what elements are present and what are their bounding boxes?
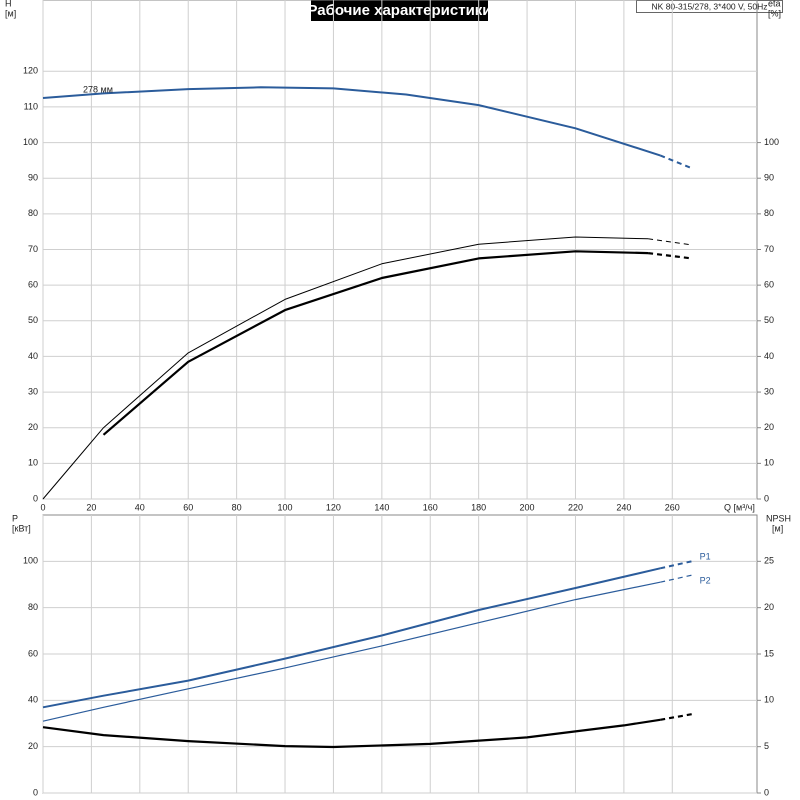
x-tick-label: 260 — [665, 502, 680, 512]
y2-tick-label: 20 — [764, 602, 774, 612]
y2-tick-label: 70 — [764, 244, 774, 254]
x-tick-label: 60 — [183, 502, 193, 512]
y-tick-label: 100 — [23, 556, 38, 566]
y2-axis-unit: [м] — [772, 523, 783, 533]
curve-label: P2 — [700, 576, 711, 586]
y2-axis-unit: [%] — [768, 8, 781, 18]
curve — [42, 86, 661, 157]
curve-label: P1 — [700, 552, 711, 562]
y-tick-label: 70 — [28, 244, 38, 254]
x-tick-label: 200 — [520, 502, 535, 512]
y2-tick-label: 40 — [764, 351, 774, 361]
y2-axis-label: NPSH — [766, 513, 791, 523]
y-axis-unit: [кВт] — [12, 523, 31, 533]
y-tick-label: 0 — [33, 493, 38, 503]
y2-tick-label: 5 — [764, 741, 769, 751]
y2-tick-label: 0 — [764, 787, 769, 797]
y2-tick-label: 0 — [764, 493, 769, 503]
x-tick-label: 220 — [568, 502, 583, 512]
x-tick-label: 120 — [326, 502, 341, 512]
y2-tick-label: 100 — [764, 137, 779, 147]
y2-tick-label: 25 — [764, 556, 774, 566]
y-tick-label: 50 — [28, 315, 38, 325]
x-tick-label: 180 — [471, 502, 486, 512]
curve — [660, 713, 692, 721]
curve — [42, 581, 661, 722]
y-tick-label: 20 — [28, 422, 38, 432]
y2-tick-label: 10 — [764, 458, 774, 468]
y-axis-label: P — [12, 513, 18, 523]
x-tick-label: 20 — [86, 502, 96, 512]
x-axis-label: Q [м³/ч] — [724, 502, 755, 512]
y-axis-label: H — [5, 0, 12, 8]
y-tick-label: 10 — [28, 458, 38, 468]
y-tick-label: 60 — [28, 648, 38, 658]
y-tick-label: 80 — [28, 602, 38, 612]
x-tick-label: 140 — [374, 502, 389, 512]
curve — [648, 238, 692, 246]
y-tick-label: 40 — [28, 695, 38, 705]
y-tick-label: 110 — [24, 101, 38, 111]
x-tick-label: 80 — [232, 502, 242, 512]
y2-tick-label: 80 — [764, 208, 774, 218]
x-tick-label: 100 — [278, 502, 293, 512]
y-tick-label: 20 — [28, 741, 38, 751]
curve — [647, 252, 692, 260]
y2-tick-label: 10 — [764, 695, 774, 705]
curve — [660, 574, 692, 583]
model-label: NK 80-315/278, 3*400 V, 50Hz — [652, 1, 768, 11]
y2-tick-label: 60 — [764, 280, 774, 290]
x-tick-label: 40 — [135, 502, 145, 512]
y-tick-label: 30 — [28, 386, 38, 396]
y-tick-label: 120 — [23, 66, 38, 76]
curve — [42, 236, 649, 500]
curve — [42, 718, 661, 749]
y-tick-label: 90 — [28, 173, 38, 183]
y2-tick-label: 15 — [764, 648, 774, 658]
curve — [42, 567, 661, 709]
y2-axis-label: eta — [768, 0, 781, 8]
y-tick-label: 60 — [28, 280, 38, 290]
y2-tick-label: 20 — [764, 422, 774, 432]
chart-title: Рабочие характеристики — [307, 2, 491, 19]
y-tick-label: 0 — [33, 787, 38, 797]
x-tick-label: 160 — [423, 502, 438, 512]
curve — [659, 154, 693, 170]
y-axis-unit: [м] — [5, 8, 16, 18]
y2-tick-label: 30 — [764, 386, 774, 396]
curve — [102, 250, 649, 436]
y-tick-label: 100 — [23, 137, 38, 147]
y-tick-label: 80 — [28, 208, 38, 218]
title-box — [311, 0, 488, 21]
y2-tick-label: 90 — [764, 173, 774, 183]
x-tick-label: 0 — [40, 502, 45, 512]
y-tick-label: 40 — [28, 351, 38, 361]
y2-tick-label: 50 — [764, 315, 774, 325]
x-tick-label: 240 — [616, 502, 631, 512]
curve-label: 278 мм — [83, 84, 113, 94]
curve — [659, 560, 692, 570]
